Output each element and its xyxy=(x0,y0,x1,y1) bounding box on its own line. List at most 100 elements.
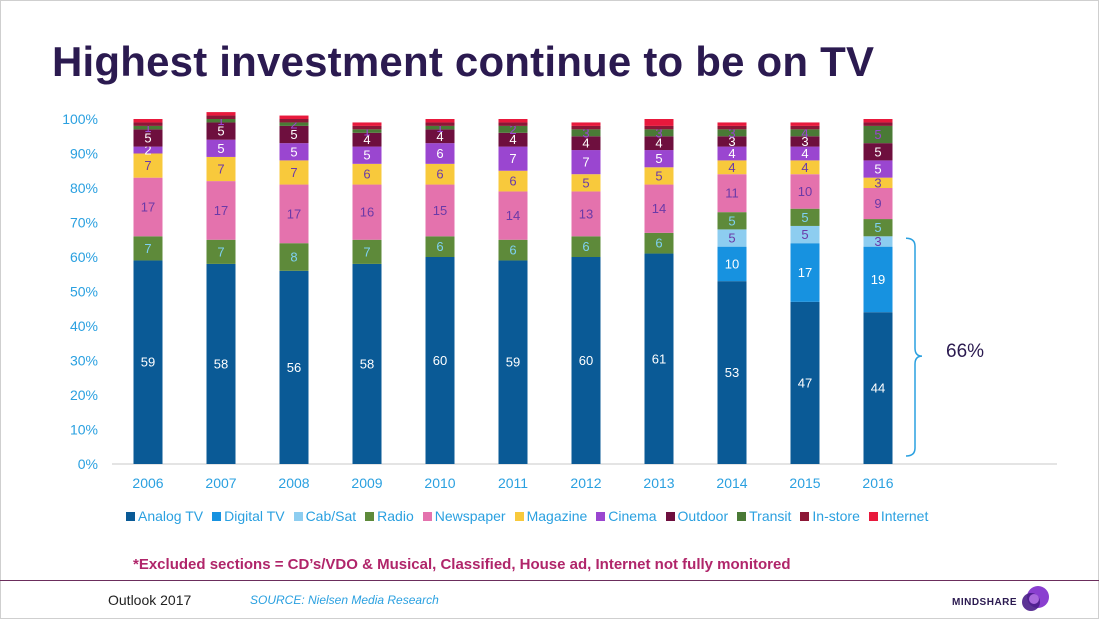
bar-segment xyxy=(133,260,163,464)
bar-segment xyxy=(863,219,893,237)
legend-item: Outdoor xyxy=(665,508,728,524)
bar-segment xyxy=(279,115,309,119)
data-label: 5 xyxy=(655,168,662,183)
bar-segment xyxy=(133,236,163,261)
bar-segment xyxy=(498,125,528,133)
bracket-brace xyxy=(905,237,923,457)
legend-item: In-store xyxy=(800,508,860,524)
bar-segment xyxy=(790,208,820,226)
data-label: 17 xyxy=(214,203,228,218)
legend-label: In-store xyxy=(812,508,860,524)
bar-segment xyxy=(790,243,820,302)
data-label: 44 xyxy=(871,381,885,396)
bar-segment xyxy=(717,125,747,130)
data-label: 17 xyxy=(287,206,301,221)
data-label: 3 xyxy=(655,125,662,140)
data-label: 4 xyxy=(582,136,589,151)
bar-segment xyxy=(863,246,893,313)
data-label: 7 xyxy=(217,244,224,259)
data-label: 5 xyxy=(728,231,735,246)
data-label: 5 xyxy=(801,210,808,225)
data-label: 14 xyxy=(506,208,520,223)
data-label: 56 xyxy=(287,360,301,375)
bar-segment xyxy=(863,119,893,123)
data-label: 5 xyxy=(801,227,808,242)
bar-segment xyxy=(279,184,309,244)
data-label: 4 xyxy=(436,129,443,144)
data-label: 4 xyxy=(801,146,808,161)
bar-segment xyxy=(425,125,455,130)
bar-segment xyxy=(425,143,455,164)
bar-segment xyxy=(425,184,455,237)
legend-item: Cinema xyxy=(596,508,657,524)
data-label: 7 xyxy=(363,244,370,259)
bar-segment xyxy=(206,239,236,264)
slide-title: Highest investment continue to be on TV xyxy=(52,38,875,85)
data-label: 5 xyxy=(217,124,224,139)
data-label: 5 xyxy=(582,175,589,190)
data-label: 4 xyxy=(801,160,808,175)
y-tick-label: 50% xyxy=(70,284,98,300)
legend-swatch xyxy=(212,511,222,521)
data-label: 3 xyxy=(874,175,881,190)
data-label: 4 xyxy=(655,136,662,151)
bar-segment xyxy=(644,167,674,185)
legend-swatch xyxy=(293,511,303,521)
legend-label: Analog TV xyxy=(138,508,204,524)
bracket-label: 66% xyxy=(946,341,985,362)
data-label: 5 xyxy=(728,213,735,228)
bar-segment xyxy=(571,174,601,192)
bar-segment xyxy=(352,184,382,240)
bar-segment xyxy=(206,263,236,464)
bar-segment xyxy=(790,129,820,137)
bar-segment xyxy=(717,122,747,126)
data-label: 1 xyxy=(436,120,443,135)
bar-segment xyxy=(425,119,455,123)
bar-segment xyxy=(279,122,309,126)
bar-segment xyxy=(644,136,674,151)
data-label: 1 xyxy=(363,124,370,139)
data-label: 3 xyxy=(582,125,589,140)
bar-segment xyxy=(352,132,382,147)
bar-segment xyxy=(790,160,820,175)
bar-segment xyxy=(352,163,382,185)
data-label: 5 xyxy=(290,144,297,159)
bar-segment xyxy=(717,174,747,213)
data-label: 59 xyxy=(506,355,520,370)
legend-item: Transit xyxy=(737,508,791,524)
chart-legend: Analog TV Digital TV Cab/Sat Radio Newspaper… xyxy=(126,508,937,524)
data-label: 5 xyxy=(144,130,151,145)
bar-segment xyxy=(863,160,893,178)
bar-segment xyxy=(790,174,820,209)
bar-segment xyxy=(863,125,893,144)
data-label: 6 xyxy=(655,236,662,251)
data-label: 6 xyxy=(582,239,589,254)
bar-segment xyxy=(498,122,528,126)
data-label: 2 xyxy=(509,122,516,137)
bar-segment xyxy=(644,129,674,137)
bar-segment xyxy=(717,229,747,247)
data-label: 7 xyxy=(217,162,224,177)
data-label: 60 xyxy=(579,353,593,368)
data-label: 5 xyxy=(874,162,881,177)
data-label: 61 xyxy=(652,351,666,366)
bar-segment xyxy=(644,253,674,464)
bar-segment xyxy=(863,122,893,126)
data-label: 9 xyxy=(874,196,881,211)
y-tick-label: 60% xyxy=(70,249,98,265)
bar-segment xyxy=(717,160,747,175)
legend-label: Cinema xyxy=(608,508,657,524)
bar-segment xyxy=(352,239,382,264)
legend-label: Internet xyxy=(880,508,929,524)
bar-segment xyxy=(279,119,309,123)
bar-segment xyxy=(571,236,601,257)
legend-swatch xyxy=(422,511,432,521)
data-label: 10 xyxy=(725,256,739,271)
data-label: 60 xyxy=(433,353,447,368)
legend-item: Newspaper xyxy=(422,508,506,524)
data-label: 3 xyxy=(728,125,735,140)
legend-label: Radio xyxy=(377,508,414,524)
y-tick-label: 80% xyxy=(70,180,98,196)
legend-item: Magazine xyxy=(514,508,587,524)
